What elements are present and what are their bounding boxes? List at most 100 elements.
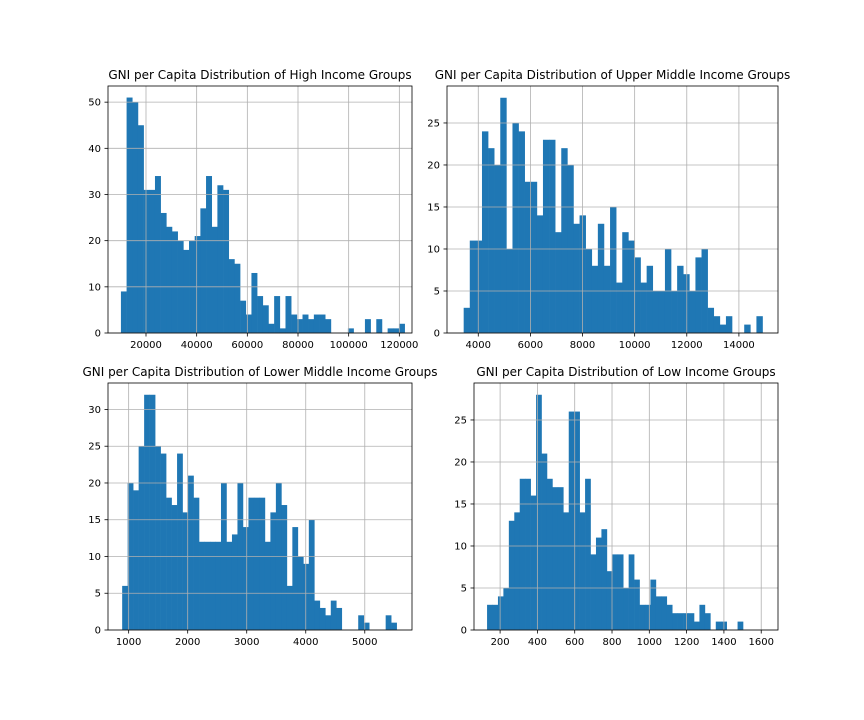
histogram-bar — [364, 319, 371, 333]
histogram-bar — [561, 148, 568, 333]
histogram-bar — [242, 527, 249, 630]
y-tick-label: 15 — [454, 499, 467, 510]
histogram-bar — [634, 579, 640, 630]
x-tick-label: 12000 — [671, 340, 703, 351]
histogram-bar — [215, 541, 222, 630]
histogram-bar — [650, 579, 657, 630]
histogram-bar — [655, 596, 662, 630]
y-tick-label: 30 — [88, 405, 101, 416]
histogram-bar — [228, 259, 235, 333]
y-tick-label: 25 — [88, 442, 101, 453]
histogram-bar — [262, 305, 269, 333]
histogram-bar — [689, 290, 696, 333]
y-tick-label: 20 — [88, 478, 101, 489]
histogram-bar — [188, 475, 194, 631]
histogram-bar — [557, 487, 564, 630]
histogram-bar — [541, 453, 548, 630]
histogram-bar — [211, 226, 218, 333]
histogram-bar — [199, 541, 205, 630]
histogram-bar — [512, 122, 519, 333]
bars — [120, 97, 405, 334]
histogram-bar — [606, 571, 613, 630]
histogram-bar — [497, 596, 504, 630]
histogram-bar — [149, 394, 156, 630]
x-tick-label: 20000 — [130, 340, 162, 351]
histogram-bar — [308, 519, 315, 630]
histogram-bar — [177, 453, 183, 630]
histogram-bar — [393, 328, 400, 333]
histogram-bar — [387, 328, 394, 333]
histogram-bar — [154, 176, 161, 333]
y-tick-label: 15 — [427, 202, 440, 213]
histogram-bar — [713, 316, 721, 333]
histogram-bar — [166, 226, 173, 333]
histogram-bar — [640, 282, 647, 333]
x-tick-label: 400 — [528, 637, 547, 648]
histogram-bar — [385, 615, 392, 630]
x-tick-label: 14000 — [723, 340, 755, 351]
histogram-bar — [552, 487, 559, 630]
histogram-bar — [160, 453, 167, 630]
histogram-bar — [530, 181, 538, 333]
histogram-bar — [530, 495, 537, 630]
x-tick-label: 600 — [565, 637, 584, 648]
histogram-bar — [206, 176, 213, 333]
histogram-bar — [688, 613, 695, 630]
histogram-bar — [182, 512, 189, 630]
histogram-bar — [500, 97, 507, 333]
y-tick-label: 10 — [88, 552, 101, 563]
histogram-bar — [536, 394, 542, 630]
histogram-bar — [524, 181, 532, 333]
histogram-bar — [133, 490, 139, 630]
x-tick-label: 200 — [491, 637, 510, 648]
subplot-upper-middle-income: GNI per Capita Distribution of Upper Mid… — [427, 68, 790, 351]
histogram-bar — [279, 328, 286, 333]
x-tick-label: 800 — [602, 637, 621, 648]
histogram-bar — [555, 232, 562, 333]
histogram-bar — [725, 316, 733, 333]
histogram-bar — [542, 139, 550, 333]
histogram-bar — [183, 249, 190, 333]
histogram-bar — [568, 411, 575, 630]
x-tick-label: 80000 — [282, 340, 314, 351]
histogram-bar — [628, 240, 635, 333]
subplot-low-income: GNI per Capita Distribution of Low Incom… — [454, 365, 779, 648]
histogram-bar — [707, 307, 715, 333]
x-tick-label: 3000 — [234, 637, 259, 648]
histogram-bar — [639, 604, 646, 630]
x-tick-label: 40000 — [181, 340, 213, 351]
axes-frame — [446, 85, 779, 334]
y-tick-label: 0 — [434, 329, 440, 340]
histogram-bar — [363, 622, 370, 630]
histogram-bar — [120, 291, 127, 333]
histogram-bar — [623, 587, 629, 630]
x-tick-label: 8000 — [570, 340, 595, 351]
histogram-bar — [487, 604, 493, 630]
y-tick-label: 40 — [88, 144, 101, 155]
x-tick-label: 100000 — [330, 340, 368, 351]
histogram-bar — [574, 411, 580, 630]
histogram-bar — [503, 587, 510, 630]
histogram-bar — [481, 131, 489, 333]
histogram-bar — [347, 328, 354, 333]
x-tick-label: 5000 — [352, 637, 377, 648]
histogram-bar — [248, 497, 255, 630]
x-tick-label: 10000 — [619, 340, 651, 351]
histogram-bar — [549, 139, 556, 333]
y-tick-label: 10 — [454, 541, 467, 552]
x-tick-label: 120000 — [380, 340, 418, 351]
ticks: 4000 6000 8000 10000 12000 14000 0 5 10 15 20 25 — [427, 118, 755, 351]
y-tick-label: 10 — [427, 244, 440, 255]
histogram-bar — [296, 319, 303, 333]
histogram-bar — [330, 600, 337, 630]
histogram-bar — [281, 505, 288, 630]
ticks: 1000 2000 3000 4000 5000 0 5 10 15 20 25 30 — [88, 405, 377, 648]
histogram-bar — [160, 212, 167, 333]
histogram-bar — [325, 319, 332, 333]
y-tick-label: 15 — [88, 515, 101, 526]
histogram-bar — [137, 125, 144, 334]
histogram-bar — [259, 497, 266, 630]
histogram-bar — [286, 585, 293, 630]
histogram-bar — [166, 497, 172, 630]
